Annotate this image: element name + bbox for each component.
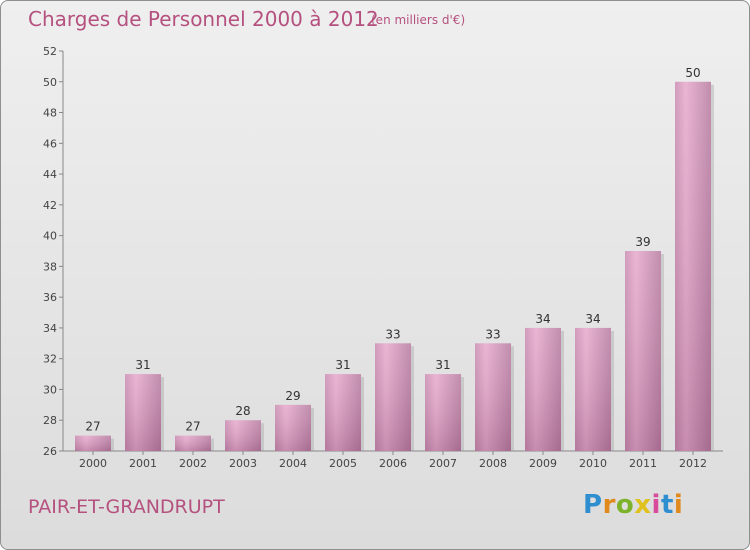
logo-letter: o [615,490,635,520]
data-label: 31 [135,358,150,372]
x-tick-label: 2006 [379,457,407,470]
x-tick-label: 2005 [329,457,357,470]
bar-shade [225,420,261,451]
data-labels-group: 27 31 27 28 29 31 33 31 33 34 34 39 50 [85,66,700,434]
y-tick-label: 36 [43,291,57,304]
x-tick-label: 2011 [629,457,657,470]
bar-shade [575,327,611,451]
bar-shade [175,435,211,451]
data-label: 33 [485,327,500,341]
x-tick-label: 2002 [179,457,207,470]
data-label: 39 [635,235,650,249]
x-tick-label: 2009 [529,457,557,470]
logo-letter: x [634,490,652,520]
bars-group [75,81,714,452]
proxiti-logo: Proxiti [583,490,683,520]
logo-letter: i [673,490,684,520]
y-tick-label: 38 [43,260,57,273]
x-tick-label: 2001 [129,457,157,470]
y-tick-label: 28 [43,414,57,427]
logo-letter: r [602,490,616,520]
bar-shade [375,343,411,451]
y-tick-label: 42 [43,199,57,212]
bar-shade [75,435,111,451]
y-tick-label: 50 [43,76,57,89]
x-tick-label: 2007 [429,457,457,470]
chart-title: Charges de Personnel 2000 à 2012 [28,7,379,31]
x-tick-label: 2012 [679,457,707,470]
bar-shade [675,81,711,452]
data-label: 50 [685,66,700,80]
bar-shade [275,404,311,451]
y-tick-label: 40 [43,230,57,243]
y-tick-label: 52 [43,45,57,58]
data-label: 27 [85,420,100,434]
chart-subtitle: (en milliers d'€) [371,13,466,27]
logo-letter: P [583,490,603,520]
x-tick-label: 2010 [579,457,607,470]
data-label: 27 [185,420,200,434]
bar-shade [325,374,361,451]
data-label: 31 [335,358,350,372]
location-name: PAIR-ET-GRANDRUPT [28,496,225,518]
y-tick-label: 34 [43,322,57,335]
y-tick-label: 44 [43,168,57,181]
data-label: 33 [385,327,400,341]
y-tick-label: 30 [43,383,57,396]
y-tick-label: 48 [43,107,57,120]
data-label: 34 [585,312,600,326]
data-label: 34 [535,312,550,326]
bar-shade [125,374,161,451]
bar-shade [625,251,661,451]
data-label: 28 [235,404,250,418]
logo-letter: i [651,490,661,520]
logo-letter: t [660,490,674,520]
y-tick-label: 26 [43,445,57,458]
y-tick-label: 32 [43,353,57,366]
bar-shade [425,374,461,451]
data-label: 29 [285,389,300,403]
bar-shade [525,327,561,451]
bar-shade [475,343,511,451]
x-tick-label: 2003 [229,457,257,470]
x-tick-label: 2004 [279,457,307,470]
axes: 26 28 30 32 34 36 38 40 42 44 46 48 50 52 2000 2001 2002… [43,45,723,470]
y-tick-label: 46 [43,137,57,150]
x-tick-label: 2008 [479,457,507,470]
data-label: 31 [435,358,450,372]
x-tick-label: 2000 [79,457,107,470]
